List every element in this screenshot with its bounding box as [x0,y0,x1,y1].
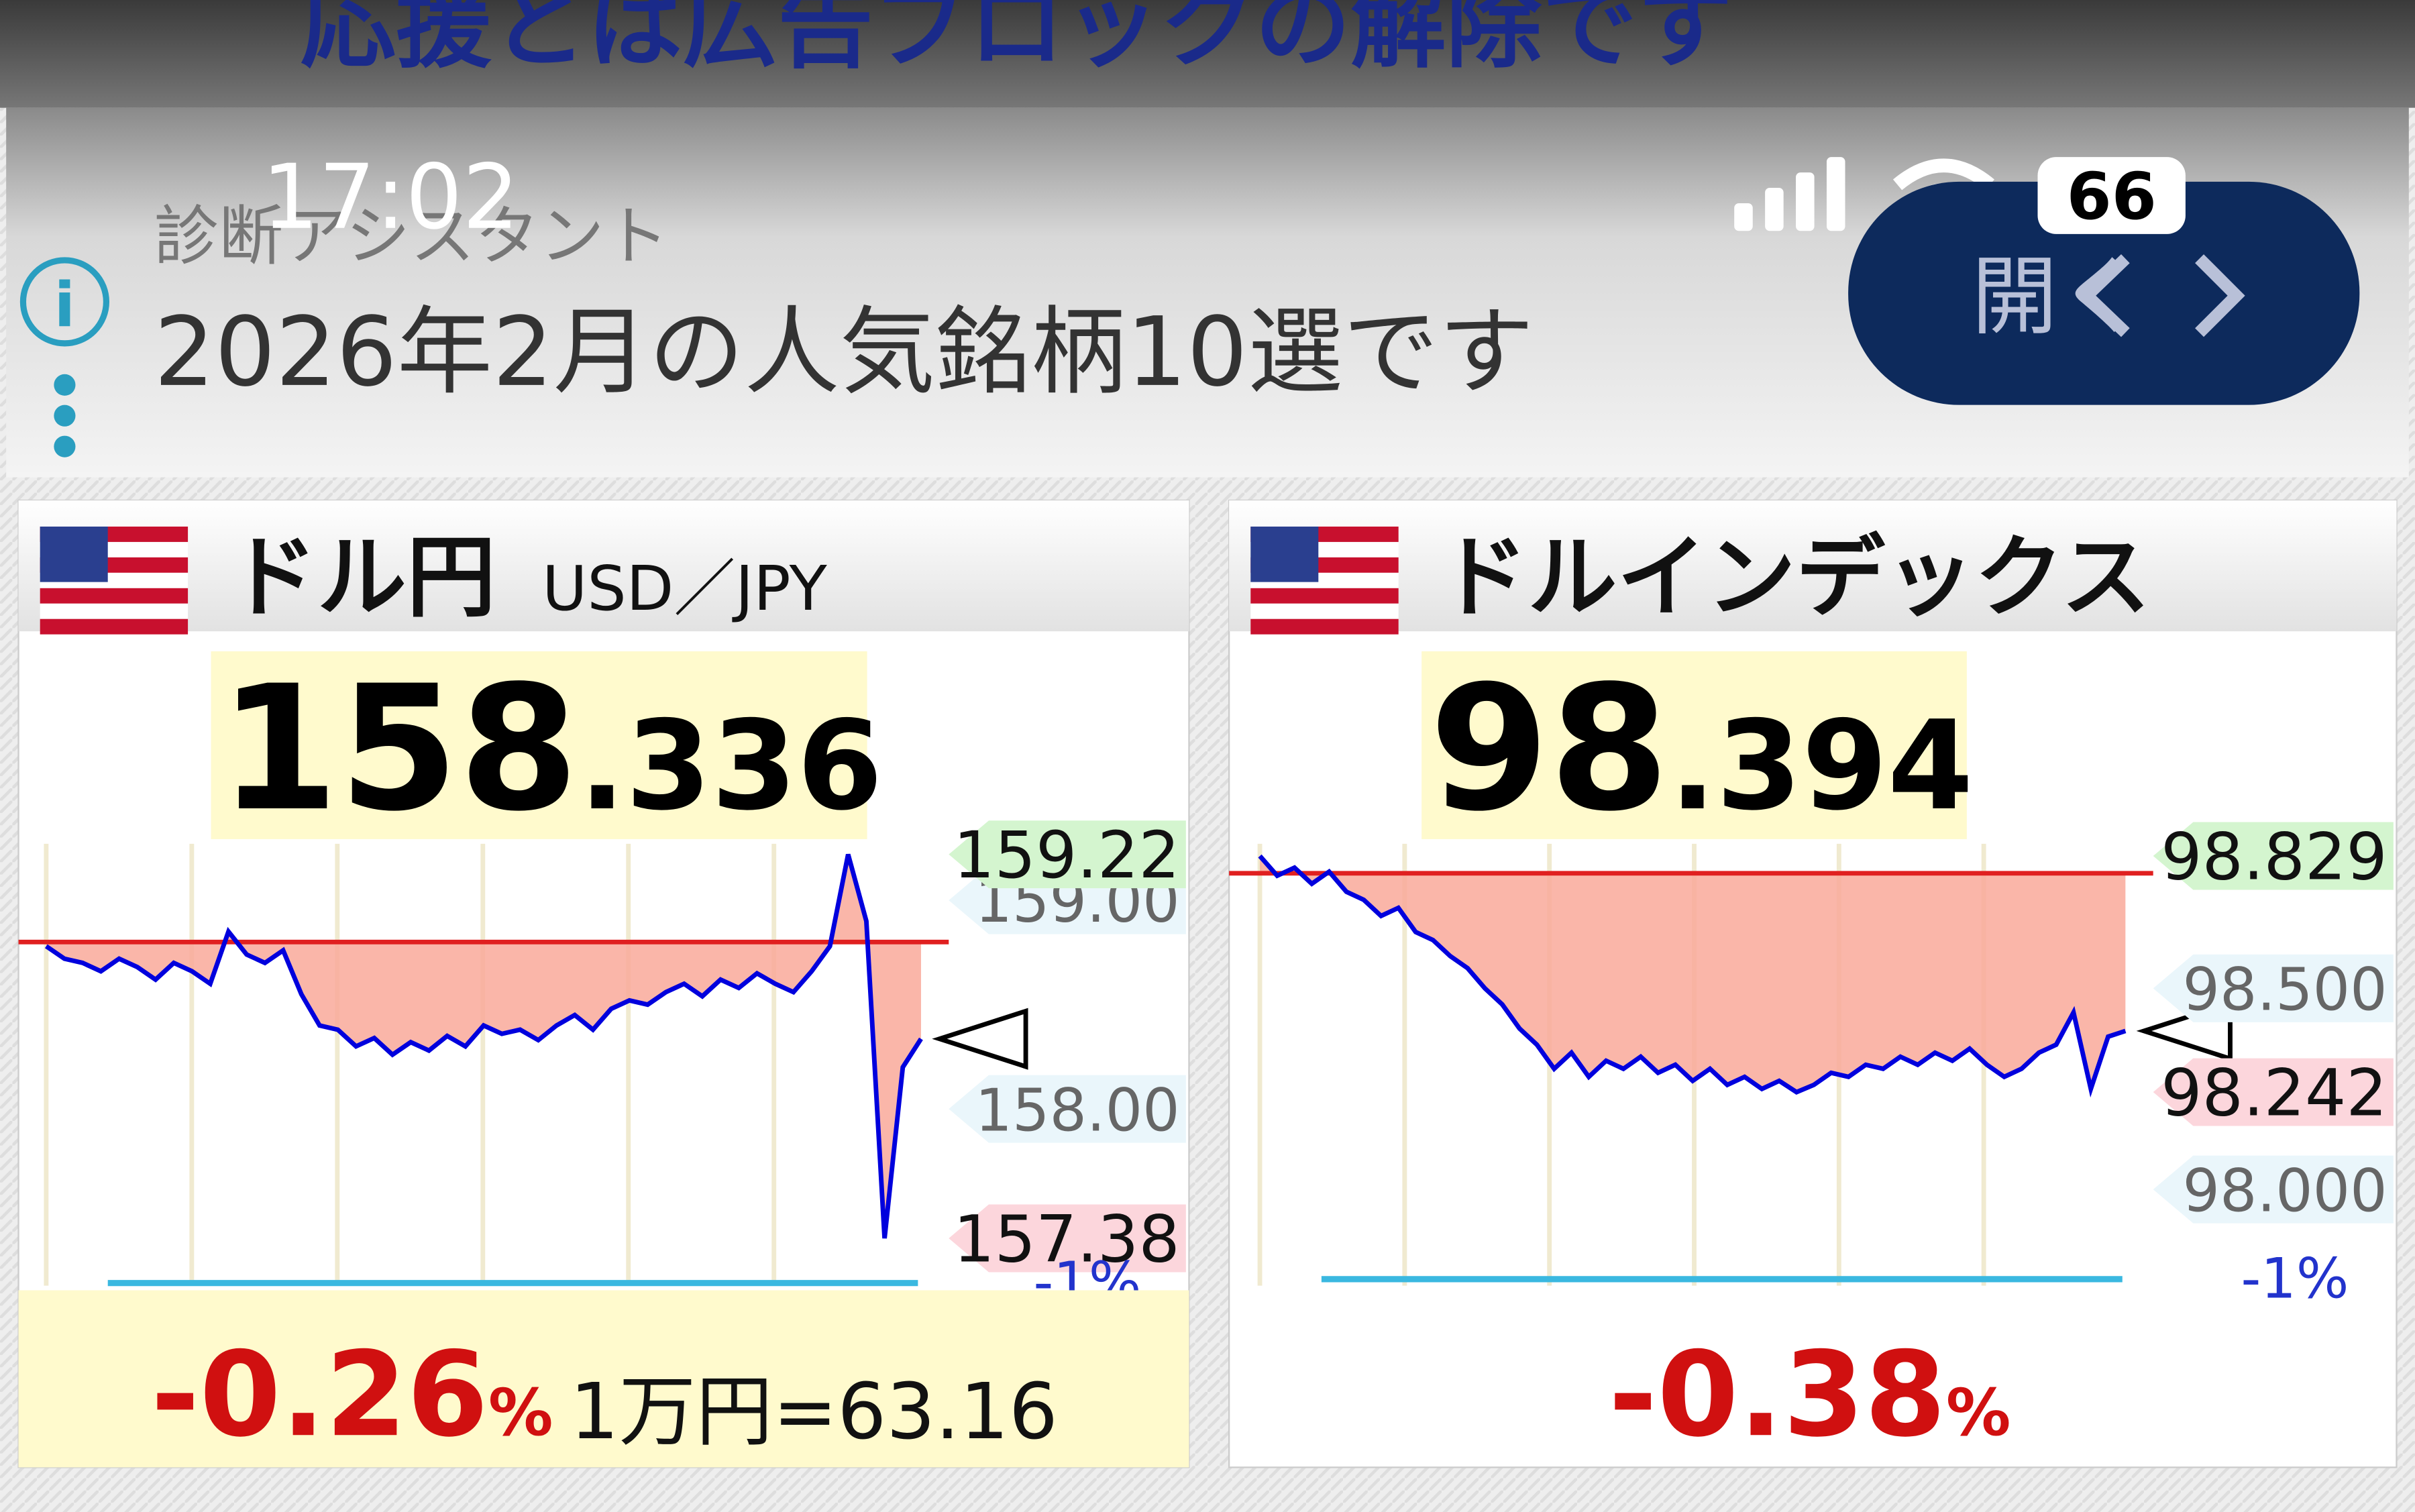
low-label: 98.242 [2161,1056,2387,1131]
change-value: -0.26 [151,1327,488,1463]
flag-stripe [1250,618,1399,635]
price-line [44,853,923,1239]
flag-stripe [1250,588,1399,604]
change-unit: % [1946,1375,2011,1450]
change: -0.26% [151,1327,553,1463]
flag-stripe [40,603,189,619]
y-tick-label: 98.500 [2182,955,2387,1024]
change: -0.38% [1609,1327,2011,1463]
status-time: 17:02 [262,146,519,250]
price: 158.336 [219,648,883,849]
ad-text: 2026年2月の人気銘柄10選です [154,296,1534,408]
current-arrow [932,1008,1028,1070]
panel-header [18,500,1189,632]
price-fraction: .336 [579,695,883,838]
info-icon[interactable] [19,257,110,347]
high-tag [949,820,1186,889]
battery-level: 66 [2067,159,2157,234]
change-value: -0.38 [1609,1327,1946,1463]
change-unit: % [488,1375,553,1450]
high-tag [2153,822,2394,890]
flag-stripe [40,618,189,635]
y-tick-box [949,1075,1186,1143]
price-background [211,651,867,839]
minus-one-label: -1% [2241,1246,2349,1311]
change-shading [1260,856,2126,1093]
open-button[interactable] [1848,181,2360,405]
panel-header [1229,500,2397,632]
panel-subtitle: USD／JPY [542,553,827,625]
chevrons [2078,254,2245,337]
banner-text: 応援とは広告ブロックの解除です [301,0,1733,81]
info-icon-glyph: i [54,270,75,341]
price-background [1421,651,1967,839]
price-main: 98 [1430,648,1670,849]
low-tag [2153,1058,2394,1126]
yen-rate: 1万円=63.16 [570,1367,1057,1457]
y-tick-label: 158.00 [975,1076,1179,1144]
panel-title: ドル円 [228,526,496,630]
bottom-background [18,1290,1189,1468]
flag-canton [40,526,108,582]
signal-icon [1734,157,1845,231]
banner [0,0,2415,108]
battery-icon [2037,157,2186,234]
low-tag [949,1204,1186,1273]
menu-dots[interactable] [54,374,76,457]
high-label: 159.22 [953,818,1179,893]
low-label: 157.38 [953,1201,1179,1277]
y-tick-label: 98.000 [2182,1156,2387,1225]
ad-label: 診断アシスタント [154,199,669,274]
y-tick-box [2153,1155,2394,1224]
flag-stripe [1250,603,1399,619]
price: 98.394 [1430,648,1974,849]
price-line [1258,854,2127,1098]
flag-canton [1250,526,1319,582]
high-label: 98.829 [2161,819,2387,894]
change-shading [46,854,921,1239]
price-fraction: .394 [1669,695,1973,838]
panel-title: ドルインデックス [1438,526,2150,630]
price-main: 158 [219,648,579,849]
y-tick-box [2153,954,2394,1022]
flag-stripe [40,588,189,604]
